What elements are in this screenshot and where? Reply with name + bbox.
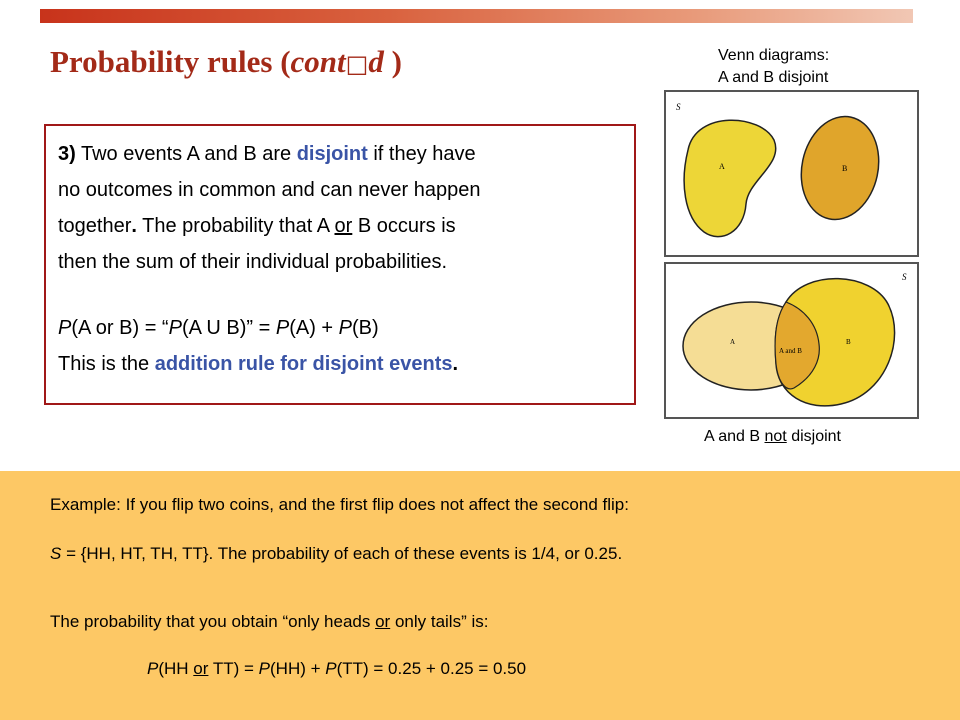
event-b-shape	[800, 115, 880, 221]
overlap-region	[774, 301, 820, 390]
page-title: Probability rules (cont□d )	[50, 44, 402, 79]
example-line-1: Example: If you flip two coins, and the …	[50, 495, 629, 514]
venn-caption: Venn diagrams: A and B disjoint	[718, 47, 830, 86]
not-disjoint-caption: A and B not disjoint	[704, 428, 841, 445]
example-formula: P(HH or TT) = P(HH) + P(TT) = 0.25 + 0.2…	[147, 659, 527, 678]
overlap-label: A and B	[779, 347, 802, 355]
venn-diagram-not-disjoint: S A A and B B	[664, 262, 919, 419]
event-a-label: A	[730, 338, 735, 346]
missing-glyph-box: □	[345, 50, 369, 78]
event-b-label: B	[842, 164, 847, 173]
example-panel: Example: If you flip two coins, and the …	[0, 471, 960, 720]
event-a-shape	[683, 119, 777, 238]
sample-space-label: S	[902, 272, 907, 282]
disjoint-rule-box: 3) Two events A and B are disjoint if th…	[44, 124, 636, 405]
rule-line-2: no outcomes in common and can never happ…	[58, 179, 481, 201]
rule-line-1: 3) Two events A and B are disjoint if th…	[58, 143, 476, 165]
example-line-2: S = {HH, HT, TH, TT}. The probability of…	[50, 544, 623, 563]
rule-line-4: then the sum of their individual probabi…	[58, 251, 448, 273]
rule-line-3: together. The probability that A or B oc…	[58, 215, 456, 237]
example-line-3: The probability that you obtain “only he…	[50, 612, 489, 631]
addition-formula: P(A or B) = “P(A U B)” = P(A) + P(B)	[58, 317, 379, 339]
sample-space-label: S	[676, 102, 681, 112]
venn-diagram-disjoint: S A B	[664, 90, 919, 257]
event-a-label: A	[719, 162, 725, 171]
header-accent-bar	[40, 9, 913, 23]
event-b-label: B	[846, 338, 851, 346]
addition-rule-line: This is the addition rule for disjoint e…	[58, 353, 459, 375]
